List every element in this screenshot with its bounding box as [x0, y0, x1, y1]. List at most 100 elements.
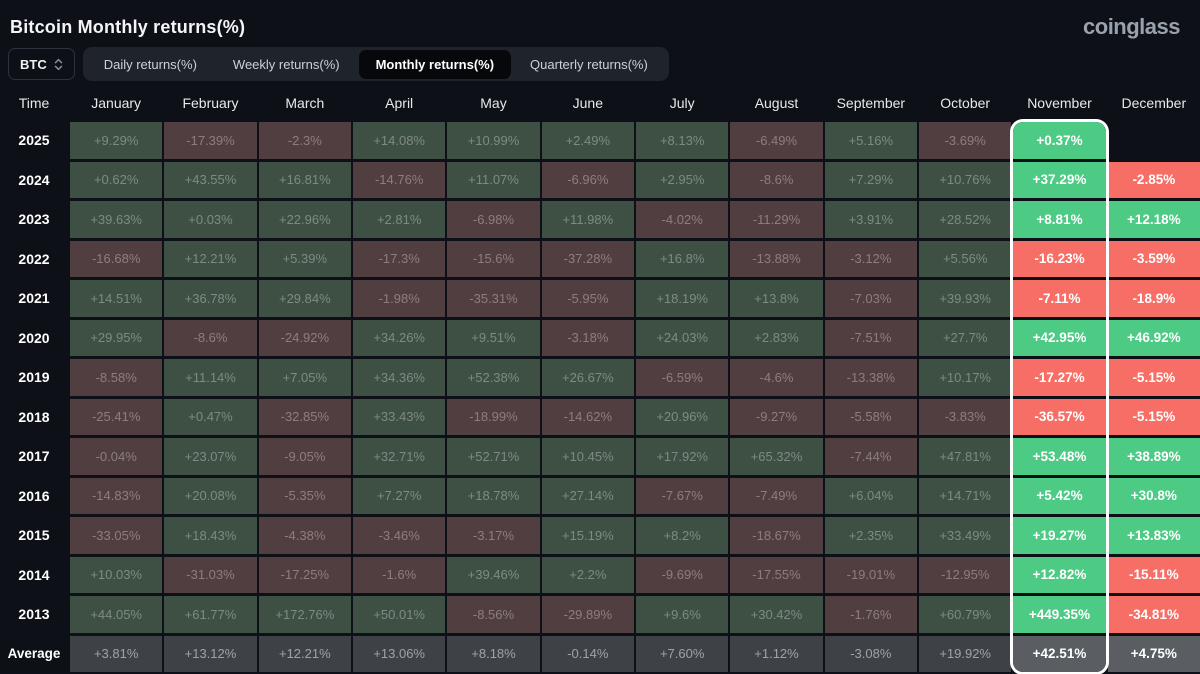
return-cell: -0.14%: [541, 635, 634, 672]
month-column-november-highlighted: +0.37% +37.29% +8.81% -16.23% -7.11% +42.95% -…: [1013, 122, 1106, 672]
return-cell: +20.96%: [636, 398, 729, 435]
return-cell: -3.12%: [824, 240, 917, 277]
year-label: 2020: [18, 329, 50, 346]
return-cell: -4.38%: [258, 517, 351, 554]
return-cell: -3.18%: [541, 319, 634, 356]
return-cell: +12.82%: [1013, 556, 1106, 593]
return-cell: +18.78%: [447, 477, 540, 514]
return-cell: +50.01%: [353, 596, 446, 633]
year-label: 2021: [18, 290, 50, 307]
return-cell: +32.71%: [353, 438, 446, 475]
tab-daily-returns[interactable]: Daily returns(%): [103, 56, 197, 72]
return-cell: +449.35%: [1013, 596, 1106, 633]
return-cell: -17.39%: [164, 122, 257, 159]
return-cell: -2.85%: [1107, 161, 1200, 198]
return-cell: -15.6%: [447, 240, 540, 277]
return-cell: -7.49%: [730, 477, 823, 514]
month-header-may: May: [480, 95, 507, 111]
return-cell: -32.85%: [258, 398, 351, 435]
return-cell: +24.03%: [636, 319, 729, 356]
return-cell: +7.60%: [636, 635, 729, 672]
return-cell: +37.29%: [1013, 161, 1106, 198]
return-cell: -37.28%: [541, 240, 634, 277]
month-header-september: September: [836, 95, 906, 111]
return-cell: -17.55%: [730, 556, 823, 593]
return-cell: -4.02%: [636, 201, 729, 238]
year-label: 2013: [18, 606, 50, 623]
return-cell: -34.81%: [1107, 596, 1200, 633]
table-header-row: Time January February March April May June Jul…: [0, 84, 1200, 122]
return-cell: -25.41%: [70, 398, 163, 435]
return-cell: +172.76%: [258, 596, 351, 633]
month-column-march: -2.3% +16.81% +22.96% +5.39% +29.84% -24.92% +…: [258, 122, 351, 672]
month-header-january: January: [91, 95, 142, 111]
return-cell: -12.95%: [919, 556, 1012, 593]
return-cell: -6.59%: [636, 359, 729, 396]
return-cell: -5.95%: [541, 280, 634, 317]
return-cell: +10.76%: [919, 161, 1012, 198]
return-cell: +16.81%: [258, 161, 351, 198]
return-cell: -6.96%: [541, 161, 634, 198]
return-cell: +30.8%: [1107, 477, 1200, 514]
return-cell: +0.47%: [164, 398, 257, 435]
return-cell: -9.69%: [636, 556, 729, 593]
title-bar: Bitcoin Monthly returns(%) coinglass: [0, 0, 1200, 46]
return-cell: -11.29%: [730, 201, 823, 238]
tab-quarterly-returns[interactable]: Quarterly returns(%): [530, 56, 648, 72]
month-column-february: -17.39% +43.55% +0.03% +12.21% +36.78% -8.6% +…: [164, 122, 257, 672]
return-cell: -15.11%: [1107, 556, 1200, 593]
return-cell: -7.03%: [824, 280, 917, 317]
return-cell: -7.11%: [1013, 280, 1106, 317]
return-cell: +33.49%: [919, 517, 1012, 554]
month-header-august: August: [754, 95, 799, 111]
return-cell: -8.6%: [730, 161, 823, 198]
return-cell: -17.3%: [353, 240, 446, 277]
month-column-december: -2.85% +12.18% -3.59% -18.9% +46.92% -5.15% -5…: [1107, 122, 1200, 672]
return-cell: +10.03%: [70, 556, 163, 593]
return-cell: +3.81%: [70, 635, 163, 672]
return-cell: -14.83%: [70, 477, 163, 514]
return-cell: +10.17%: [919, 359, 1012, 396]
month-column-june: +2.49% -6.96% +11.98% -37.28% -5.95% -3.18% +2…: [541, 122, 634, 672]
return-cell: +3.91%: [824, 201, 917, 238]
return-cell: -1.76%: [824, 596, 917, 633]
return-cell: -18.99%: [447, 398, 540, 435]
return-cell: +42.95%: [1013, 319, 1106, 356]
return-cell: +12.21%: [164, 240, 257, 277]
coin-selector[interactable]: BTC: [8, 48, 75, 80]
return-cell: +28.52%: [919, 201, 1012, 238]
return-cell: +27.7%: [919, 319, 1012, 356]
return-cell: -17.27%: [1013, 359, 1106, 396]
return-cell: -24.92%: [258, 319, 351, 356]
month-header-june: June: [572, 95, 603, 111]
tab-monthly-returns[interactable]: Monthly returns(%): [358, 49, 512, 79]
return-cell: +61.77%: [164, 596, 257, 633]
tab-weekly-returns[interactable]: Weekly returns(%): [232, 56, 340, 72]
return-cell: +15.19%: [541, 517, 634, 554]
return-cell: -17.25%: [258, 556, 351, 593]
return-cell: +38.89%: [1107, 438, 1200, 475]
return-cell: +14.08%: [353, 122, 446, 159]
year-label: 2018: [18, 408, 50, 425]
return-cell: +9.6%: [636, 596, 729, 633]
return-cell: +46.92%: [1107, 319, 1200, 356]
return-cell: +9.51%: [447, 319, 540, 356]
return-cell: +8.13%: [636, 122, 729, 159]
return-cell: +20.08%: [164, 477, 257, 514]
return-cell: +13.12%: [164, 635, 257, 672]
year-label: 2025: [18, 132, 50, 149]
return-cell: -3.59%: [1107, 240, 1200, 277]
return-cell: +18.19%: [636, 280, 729, 317]
month-column-august: -6.49% -8.6% -11.29% -13.88% +13.8% +2.83% -4.…: [730, 122, 823, 672]
return-cell: -6.98%: [447, 201, 540, 238]
return-cell: +5.16%: [824, 122, 917, 159]
month-column-january: +9.29% +0.62% +39.63% -16.68% +14.51% +29.95%…: [70, 122, 163, 672]
return-cell: +52.38%: [447, 359, 540, 396]
year-label: 2017: [18, 448, 50, 465]
return-cell: +13.06%: [353, 635, 446, 672]
return-cell: +5.56%: [919, 240, 1012, 277]
return-cell: +0.03%: [164, 201, 257, 238]
year-label: 2023: [18, 211, 50, 228]
return-cell: +6.04%: [824, 477, 917, 514]
